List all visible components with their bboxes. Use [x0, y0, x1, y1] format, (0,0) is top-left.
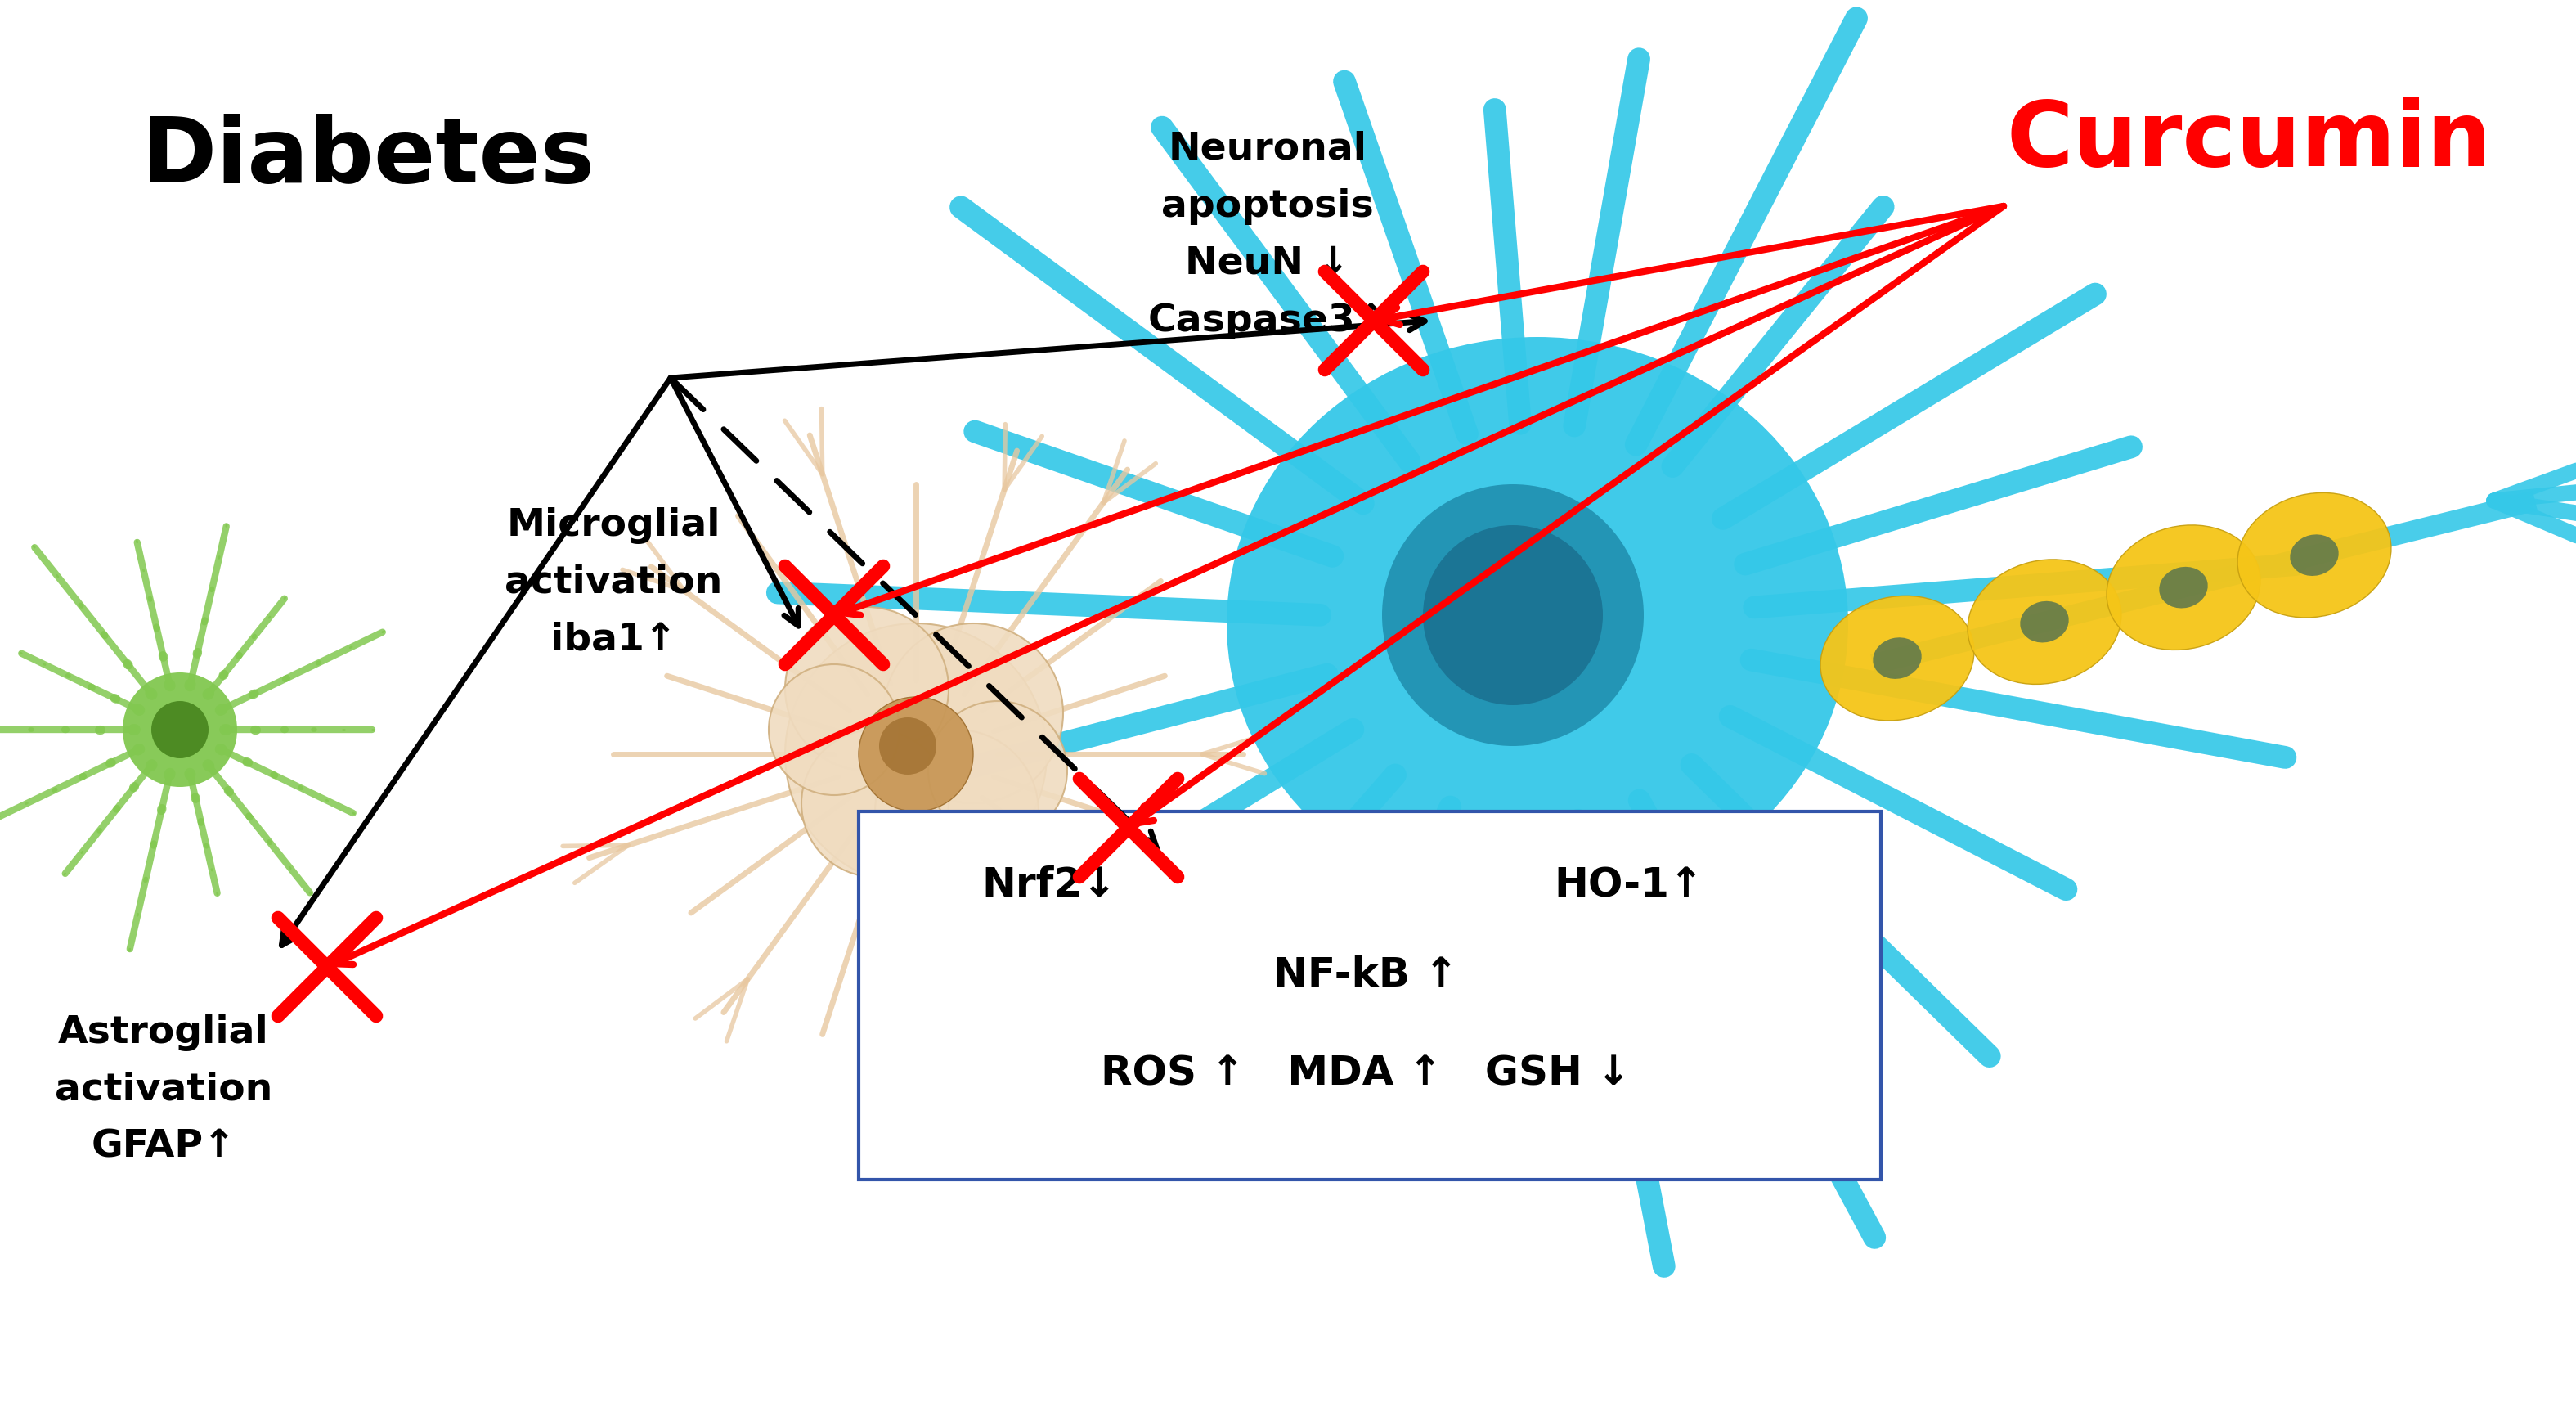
Ellipse shape: [2159, 567, 2208, 608]
Ellipse shape: [1821, 596, 1973, 721]
Text: Astroglial: Astroglial: [59, 1015, 268, 1050]
Ellipse shape: [1226, 338, 1847, 909]
Ellipse shape: [2020, 601, 2069, 643]
Text: Nrf2↓: Nrf2↓: [981, 865, 1115, 905]
Text: NeuN ↓: NeuN ↓: [1185, 245, 1350, 282]
Ellipse shape: [2290, 534, 2339, 576]
Ellipse shape: [1873, 637, 1922, 678]
Circle shape: [124, 673, 237, 787]
Circle shape: [878, 717, 935, 775]
Text: Curcumin: Curcumin: [2007, 97, 2491, 184]
Circle shape: [927, 701, 1066, 841]
Text: activation: activation: [505, 564, 721, 601]
Text: Caspase3↑: Caspase3↑: [1149, 302, 1388, 339]
Text: Microglial: Microglial: [507, 507, 721, 543]
Ellipse shape: [2107, 524, 2259, 650]
Text: NF-kB ↑: NF-kB ↑: [1273, 955, 1458, 995]
Text: apoptosis: apoptosis: [1162, 188, 1373, 225]
Circle shape: [1422, 526, 1602, 705]
Ellipse shape: [1968, 560, 2120, 684]
Circle shape: [786, 623, 1046, 885]
Bar: [858, 811, 1880, 1180]
Text: GFAP↑: GFAP↑: [90, 1129, 237, 1166]
Text: HO-1↑: HO-1↑: [1553, 865, 1703, 905]
Circle shape: [876, 730, 1038, 893]
Circle shape: [768, 664, 899, 795]
Circle shape: [801, 730, 948, 876]
Circle shape: [858, 697, 974, 811]
Text: iba1↑: iba1↑: [551, 621, 677, 658]
Text: Neuronal: Neuronal: [1167, 131, 1368, 167]
Text: ROS ↑   MDA ↑   GSH ↓: ROS ↑ MDA ↑ GSH ↓: [1100, 1053, 1631, 1093]
Circle shape: [786, 607, 948, 771]
Circle shape: [152, 701, 209, 758]
Circle shape: [884, 623, 1064, 804]
Ellipse shape: [2239, 493, 2391, 617]
Text: activation: activation: [54, 1072, 273, 1109]
Text: Diabetes: Diabetes: [142, 114, 595, 201]
Circle shape: [1383, 485, 1643, 747]
